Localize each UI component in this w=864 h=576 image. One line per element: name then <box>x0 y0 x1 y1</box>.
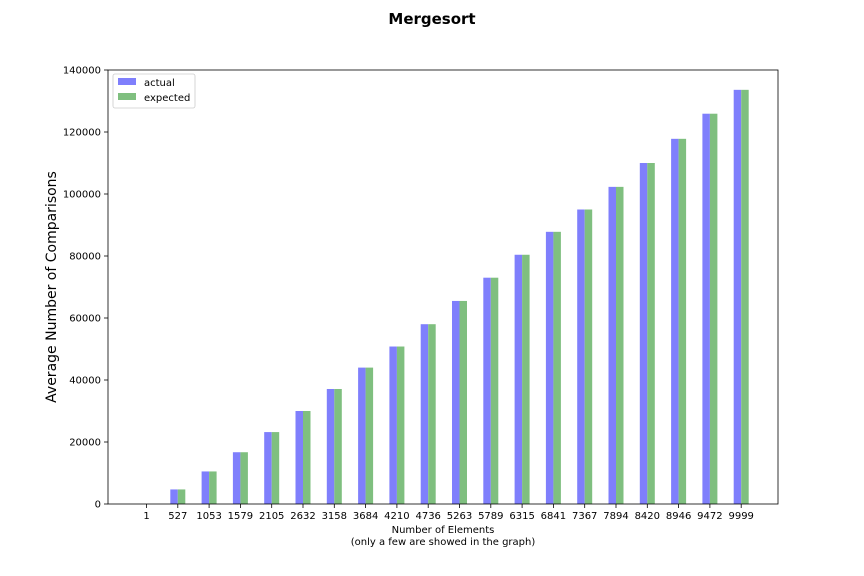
x-tick-label: 8420 <box>635 511 660 522</box>
bar-actual-1053 <box>201 471 210 504</box>
bar-actual-8420 <box>639 163 648 504</box>
chart-title: Mergesort <box>388 10 475 28</box>
legend: actual expected <box>112 73 196 109</box>
bar-actual-2632 <box>295 411 303 504</box>
x-axis-label: Number of Elements <box>392 525 495 536</box>
bar-actual-3684 <box>358 367 366 504</box>
x-axis-note: (only a few are showed in the graph) <box>351 537 536 548</box>
bar-expected-5263 <box>459 300 467 504</box>
bar-expected-1579 <box>240 452 248 504</box>
bar-actual-4736 <box>420 324 429 504</box>
y-tick-label: 0 <box>95 500 101 511</box>
bar-actual-6315 <box>514 254 523 504</box>
bar-expected-527 <box>177 489 186 504</box>
x-tick-label: 3158 <box>322 511 347 522</box>
bar-expected-5789 <box>490 277 499 504</box>
y-tick-label: 120000 <box>63 128 101 139</box>
y-tick-label: 140000 <box>63 66 101 77</box>
bar-expected-1053 <box>209 471 217 504</box>
bar-actual-6841 <box>545 231 554 504</box>
bar-actual-2105 <box>264 432 272 504</box>
x-tick-label: 8946 <box>666 511 691 522</box>
x-tick-label: 527 <box>168 511 187 522</box>
x-tick-label: 2632 <box>290 511 315 522</box>
x-tick-label: 4210 <box>384 511 409 522</box>
bar-expected-3158 <box>334 388 342 504</box>
bar-expected-8420 <box>647 163 655 504</box>
legend-swatch-actual <box>118 78 136 85</box>
bar-actual-9999 <box>733 89 742 504</box>
y-tick-label: 40000 <box>69 376 101 387</box>
legend-label-expected: expected <box>144 93 190 104</box>
bar-expected-4210 <box>396 346 405 504</box>
bar-expected-6841 <box>553 231 561 504</box>
legend-swatch-expected <box>118 93 136 100</box>
y-tick-label: 60000 <box>69 314 101 325</box>
x-tick-label: 4736 <box>415 511 440 522</box>
plot-frame <box>107 69 779 505</box>
x-tick-label: 7894 <box>603 511 628 522</box>
bar-expected-9999 <box>741 89 749 504</box>
bar-expected-7367 <box>584 209 593 504</box>
x-tick-label: 3684 <box>353 511 378 522</box>
bar-actual-8946 <box>671 138 679 504</box>
x-tick-label: 9472 <box>697 511 722 522</box>
x-tick-label: 6841 <box>541 511 566 522</box>
bar-expected-2105 <box>271 432 280 504</box>
bar-actual-7894 <box>608 186 616 504</box>
x-tick-label: 1 <box>143 511 149 522</box>
bar-actual-1579 <box>232 452 241 504</box>
bars-group <box>170 89 749 505</box>
bar-actual-527 <box>170 489 178 504</box>
x-tick-label: 9999 <box>728 511 753 522</box>
bar-actual-4210 <box>389 346 397 504</box>
x-tick-label: 5789 <box>478 511 503 522</box>
x-axis-ticks: 1 527 1053 1579 2105 2632 3158 3684 4210 4736 5263… <box>143 504 754 522</box>
y-tick-label: 80000 <box>69 252 101 263</box>
y-axis-label: Average Number of Comparisons <box>44 171 60 403</box>
y-axis-ticks: 0 20000 40000 60000 80000 100000 120000 140000 <box>63 66 108 511</box>
x-tick-label: 5263 <box>447 511 472 522</box>
bar-expected-3684 <box>365 367 374 504</box>
x-tick-label: 1579 <box>228 511 253 522</box>
bar-expected-2632 <box>303 411 311 504</box>
bar-actual-5263 <box>452 300 460 504</box>
bar-expected-8946 <box>678 138 687 504</box>
bar-actual-5789 <box>483 277 491 504</box>
x-tick-label: 6315 <box>509 511 534 522</box>
x-tick-label: 2105 <box>259 511 284 522</box>
bar-expected-4736 <box>428 324 436 504</box>
bar-actual-3158 <box>326 388 335 504</box>
bar-expected-6315 <box>522 254 530 504</box>
bar-expected-9472 <box>709 113 718 505</box>
y-tick-label: 100000 <box>63 190 101 201</box>
bar-expected-7894 <box>616 186 624 504</box>
y-tick-label: 20000 <box>69 438 101 449</box>
x-tick-label: 7367 <box>572 511 597 522</box>
legend-label-actual: actual <box>144 78 175 89</box>
bar-actual-7367 <box>577 209 585 504</box>
x-tick-label: 1053 <box>196 511 221 522</box>
bar-actual-9472 <box>702 113 710 505</box>
